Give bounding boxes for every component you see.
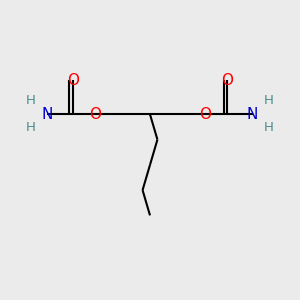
Text: N: N (247, 107, 258, 122)
Text: H: H (264, 94, 274, 107)
Text: H: H (26, 94, 36, 107)
Text: H: H (26, 121, 36, 134)
Text: H: H (264, 121, 274, 134)
Text: O: O (89, 107, 101, 122)
Text: O: O (67, 73, 79, 88)
Text: O: O (199, 107, 211, 122)
Text: N: N (42, 107, 53, 122)
Text: O: O (221, 73, 233, 88)
